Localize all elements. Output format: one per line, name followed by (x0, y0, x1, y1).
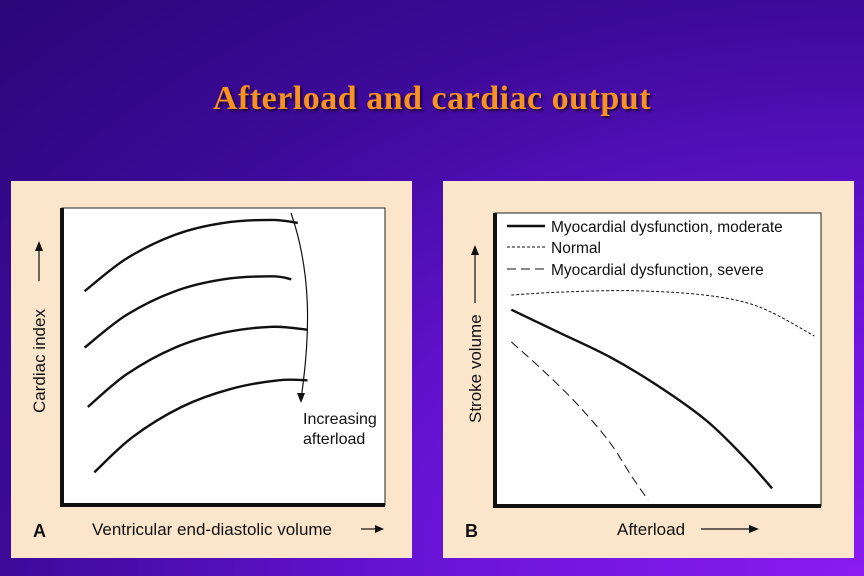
chart-b-svg: Myocardial dysfunction, moderate Normal … (465, 212, 822, 541)
slide-title: Afterload and cardiac output (212, 80, 652, 117)
annotation-line2: afterload (303, 431, 365, 448)
increasing-afterload-arrow (290, 212, 309, 400)
legend-label-moderate: Myocardial dysfunction, moderate (551, 219, 783, 236)
legend-label-normal: Normal (551, 240, 601, 257)
chart-a-series-line-3 (87, 325, 308, 408)
legend-label-severe: Myocardial dysfunction, severe (551, 262, 764, 279)
chart-a-series-line-4 (93, 378, 308, 474)
chart-b-axes (493, 213, 821, 508)
y-axis-arrow-icon (471, 245, 479, 255)
y-axis-label: Stroke volume (466, 314, 485, 423)
x-axis-arrow-icon (375, 525, 384, 533)
x-axis-arrow-icon (749, 525, 759, 533)
chart-a-series-line-1 (83, 218, 298, 293)
chart-a-svg: Increasing afterload Cardiac index A Ven… (30, 207, 386, 541)
y-axis-arrow-icon (35, 241, 43, 251)
chart-b-plot-area (494, 212, 822, 507)
annotation-line1: Increasing (303, 411, 377, 428)
chart-a-plot-area (61, 207, 386, 506)
chart-a-series-line-2 (83, 275, 292, 349)
chart-b-series-line-3 (510, 341, 649, 501)
chart-panel-a: Increasing afterload Cardiac index A Ven… (11, 181, 412, 558)
panel-letter: A (33, 521, 46, 541)
panel-letter: B (465, 521, 478, 541)
x-axis-label: Ventricular end-diastolic volume (92, 520, 332, 539)
y-axis-label: Cardiac index (30, 309, 49, 413)
arrow-head-icon (297, 393, 305, 403)
chart-panel-b: Myocardial dysfunction, moderate Normal … (443, 181, 854, 558)
x-axis-label: Afterload (617, 520, 685, 539)
chart-b-series-line-1 (510, 308, 774, 490)
chart-a-axes (60, 208, 385, 507)
legend: Myocardial dysfunction, moderate Normal … (507, 219, 783, 279)
